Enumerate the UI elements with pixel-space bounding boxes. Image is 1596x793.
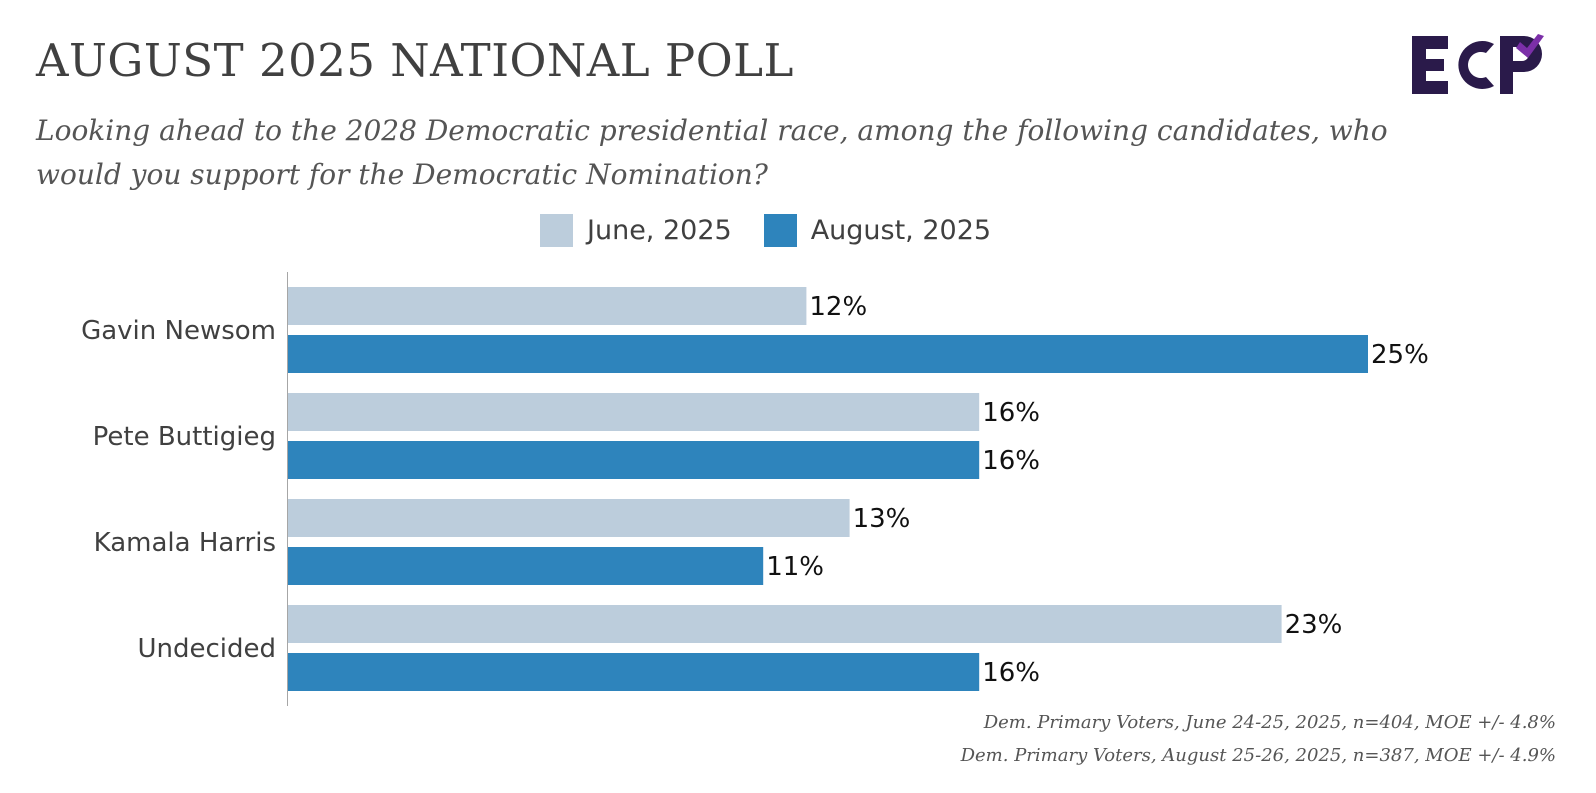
bar-june-kamala-harris	[288, 499, 850, 537]
legend-label-june: June, 2025	[587, 214, 732, 246]
value-label-august-pete-buttigieg: 16%	[982, 446, 1040, 476]
value-label-june-undecided: 23%	[1285, 610, 1343, 640]
category-label-undecided: Undecided	[137, 634, 276, 664]
legend-item-june: June, 2025	[540, 213, 732, 247]
bar-june-undecided	[288, 605, 1282, 643]
legend-swatch-august	[763, 213, 797, 247]
category-label-gavin-newsom: Gavin Newsom	[81, 316, 276, 346]
bar-august-pete-buttigieg	[288, 441, 980, 479]
value-label-august-undecided: 16%	[982, 658, 1040, 688]
footnote-august-sample: Dem. Primary Voters, August 25-26, 2025,…	[960, 745, 1556, 766]
chart-legend: June, 2025 August, 2025	[540, 210, 1023, 250]
bars	[288, 287, 1368, 691]
category-labels: Gavin Newsom Pete Buttigieg Kamala Harri…	[81, 316, 276, 664]
footnote-june-sample: Dem. Primary Voters, June 24-25, 2025, n…	[983, 712, 1556, 733]
page-title: AUGUST 2025 NATIONAL POLL	[36, 34, 794, 87]
value-label-june-pete-buttigieg: 16%	[982, 398, 1040, 428]
category-label-pete-buttigieg: Pete Buttigieg	[93, 422, 276, 452]
legend-swatch-june	[540, 213, 573, 247]
bar-august-kamala-harris	[288, 547, 764, 585]
bar-june-pete-buttigieg	[288, 393, 980, 431]
value-label-august-gavin-newsom: 25%	[1371, 340, 1429, 370]
category-label-kamala-harris: Kamala Harris	[94, 528, 276, 558]
value-label-june-kamala-harris: 13%	[853, 504, 911, 534]
legend-label-august: August, 2025	[810, 214, 992, 246]
bar-august-gavin-newsom	[288, 335, 1368, 373]
ecp-logo	[1412, 34, 1544, 94]
poll-question: Looking ahead to the 2028 Democratic pre…	[36, 114, 1388, 191]
bar-august-undecided	[288, 653, 980, 691]
value-labels: 12% 25% 16% 16% 13% 11% 23% 16%	[766, 292, 1429, 688]
value-label-june-gavin-newsom: 12%	[809, 292, 867, 322]
bar-june-gavin-newsom	[288, 287, 807, 325]
value-label-august-kamala-harris: 11%	[766, 552, 824, 582]
legend-item-august: August, 2025	[763, 213, 992, 247]
